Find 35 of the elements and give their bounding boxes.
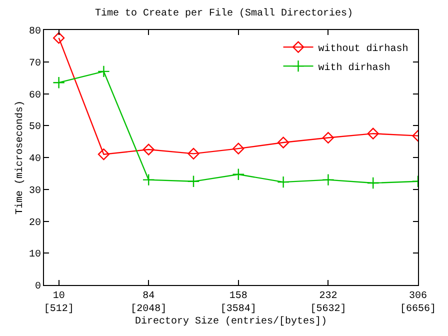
legend-label: without dirhash: [318, 42, 408, 55]
x-axis-title: Directory Size (entries/[bytes]): [134, 316, 328, 328]
chart-title: Time to Create per File (Small Directories): [94, 7, 354, 20]
x-tick-label: 306 [6656]: [400, 291, 436, 315]
x-tick-label: 232 [5632]: [310, 291, 346, 315]
point: [188, 148, 200, 160]
point: [52, 76, 66, 89]
point: [53, 32, 65, 44]
x-tick-label: 158 [3584]: [220, 291, 256, 315]
point: [277, 176, 290, 188]
y-tick-label: 0: [34, 282, 41, 292]
y-tick-label: 40: [28, 154, 41, 165]
point: [367, 128, 379, 140]
point: [232, 142, 244, 154]
point: [142, 174, 155, 186]
point: [322, 132, 334, 144]
y-tick-label: 20: [28, 218, 41, 229]
point: [366, 176, 380, 190]
x-tick-label: 10 [512]: [44, 291, 74, 315]
point: [142, 144, 154, 156]
point: [232, 168, 245, 181]
y-axis-title: Time (microseconds): [14, 100, 26, 215]
legend-label: with dirhash: [318, 62, 390, 74]
y-tick-label: 70: [28, 58, 41, 70]
y-tick-label: 30: [28, 186, 41, 197]
x-tick-label: 84 [2048]: [130, 291, 167, 315]
y-tick-label: 50: [28, 122, 41, 134]
point: [187, 175, 200, 188]
point: [322, 174, 334, 186]
point: [98, 65, 110, 78]
y-tick-label: 80: [28, 26, 41, 38]
point: [98, 148, 110, 160]
point: [278, 136, 290, 148]
y-tick-label: 10: [28, 250, 41, 261]
y-tick-label: 60: [28, 90, 41, 102]
